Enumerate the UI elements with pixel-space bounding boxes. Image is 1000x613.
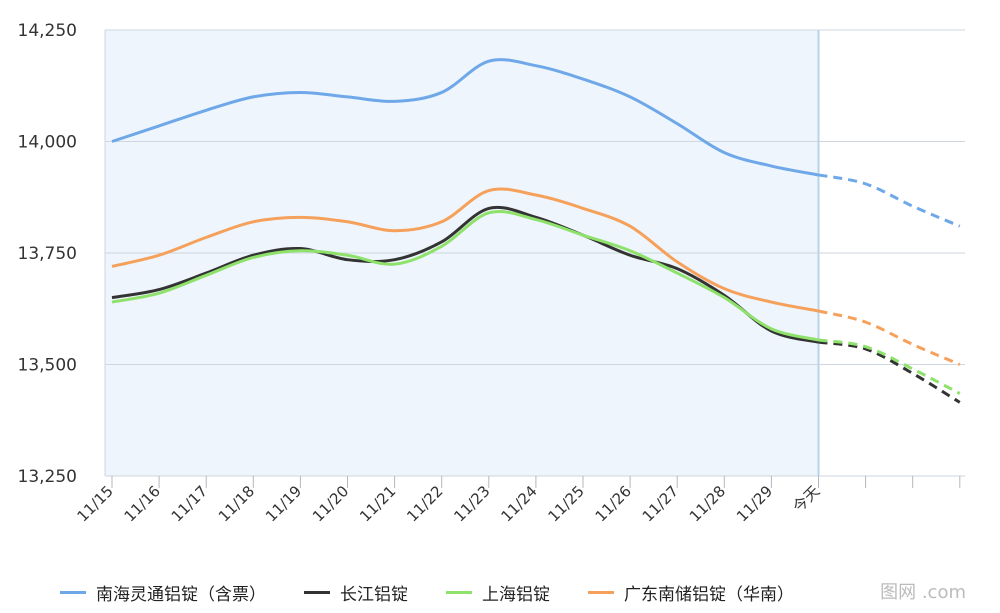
series-forecast-line bbox=[818, 340, 961, 404]
y-tick-label: 14,000 bbox=[18, 133, 77, 153]
watermark: 图网 .com bbox=[880, 582, 966, 603]
y-tick-label: 13,250 bbox=[18, 467, 77, 487]
legend-label: 广东南储铝锭（华南） bbox=[624, 584, 794, 605]
y-axis-ticks: 14,250 14,000 13,750 13,500 13,250 bbox=[18, 21, 77, 487]
y-tick-label: 13,750 bbox=[18, 244, 77, 264]
x-tick-label: 11/17 bbox=[168, 482, 211, 525]
x-axis: 11/15 11/16 11/17 11/18 11/19 11/20 11/21 11/22… bbox=[74, 476, 961, 525]
legend-item[interactable]: 上海铝锭 bbox=[446, 580, 550, 605]
legend-swatch bbox=[304, 590, 330, 594]
x-tick-label: 11/22 bbox=[403, 482, 446, 525]
series-lines bbox=[111, 58, 961, 404]
legend-item[interactable]: 长江铝锭 bbox=[304, 580, 408, 605]
legend-swatch bbox=[588, 590, 614, 594]
x-tick-label: 11/29 bbox=[733, 482, 776, 525]
legend-item[interactable]: 广东南储铝锭（华南） bbox=[588, 580, 794, 605]
legend-label: 上海铝锭 bbox=[482, 584, 550, 605]
x-tick-label: 11/15 bbox=[74, 482, 117, 525]
x-tick-label: 11/21 bbox=[356, 482, 399, 525]
legend: 南海灵通铝锭（含票） 长江铝锭 上海铝锭 广东南储铝锭（华南） bbox=[60, 578, 794, 606]
legend-label: 长江铝锭 bbox=[340, 584, 408, 605]
x-tick-label: 11/25 bbox=[545, 482, 588, 525]
series-line bbox=[111, 210, 819, 342]
y-tick-label: 14,250 bbox=[18, 21, 77, 41]
x-tick-label: 11/28 bbox=[686, 482, 729, 525]
series-forecast-line bbox=[818, 173, 961, 228]
legend-swatch bbox=[60, 590, 86, 594]
x-tick-label: 11/19 bbox=[262, 482, 305, 525]
series-line bbox=[111, 205, 819, 344]
y-tick-label: 13,500 bbox=[18, 356, 77, 376]
x-tick-label: 11/27 bbox=[639, 482, 682, 525]
x-tick-label: 11/18 bbox=[215, 482, 258, 525]
x-tick-label: 11/26 bbox=[592, 482, 635, 525]
series-line bbox=[111, 187, 819, 313]
x-tick-label: 11/23 bbox=[450, 482, 493, 525]
x-tick-label: 11/20 bbox=[309, 482, 352, 525]
gridlines bbox=[104, 29, 965, 477]
legend-swatch bbox=[446, 590, 472, 594]
x-tick-label: 11/24 bbox=[497, 482, 540, 525]
series-line bbox=[111, 58, 819, 177]
series-forecast-line bbox=[818, 338, 961, 395]
legend-label: 南海灵通铝锭（含票） bbox=[96, 584, 266, 605]
series-forecast-line bbox=[818, 309, 961, 366]
x-tick-label: 11/16 bbox=[121, 482, 164, 525]
legend-item[interactable]: 南海灵通铝锭（含票） bbox=[60, 580, 266, 605]
